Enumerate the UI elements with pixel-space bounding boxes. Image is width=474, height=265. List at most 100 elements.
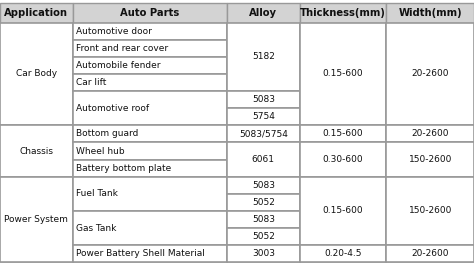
Text: Car Body: Car Body (16, 69, 57, 78)
Bar (0, 177, 73, 194)
Bar (0, 160, 73, 177)
Bar (386, 3, 474, 23)
Bar (73, 245, 227, 262)
Bar (73, 143, 227, 160)
Bar (227, 125, 300, 143)
Bar (0, 3, 73, 23)
Bar (227, 228, 300, 245)
Text: 20-2600: 20-2600 (411, 249, 449, 258)
Text: 0.15-600: 0.15-600 (323, 69, 364, 78)
Bar (386, 125, 474, 143)
Bar (73, 91, 227, 108)
Text: 20-2600: 20-2600 (411, 129, 449, 138)
Bar (227, 23, 300, 40)
Text: Front and rear cover: Front and rear cover (76, 44, 168, 53)
Bar (0, 194, 73, 211)
Bar (386, 74, 474, 91)
Bar (300, 23, 386, 40)
Bar (386, 177, 474, 245)
Text: Automobile fender: Automobile fender (76, 61, 161, 70)
Bar (0, 211, 73, 228)
Text: 5182: 5182 (252, 52, 275, 61)
Text: Alloy: Alloy (249, 8, 277, 17)
Text: Power System: Power System (4, 215, 68, 224)
Bar (300, 143, 386, 160)
Text: 0.15-600: 0.15-600 (323, 129, 364, 138)
Text: 0.15-600: 0.15-600 (323, 206, 364, 215)
Bar (386, 40, 474, 57)
Bar (73, 125, 227, 143)
Bar (386, 23, 474, 40)
Text: 5754: 5754 (252, 112, 275, 121)
Text: 3003: 3003 (252, 249, 275, 258)
Bar (227, 160, 300, 177)
Text: Auto Parts: Auto Parts (120, 8, 179, 17)
Bar (386, 177, 474, 194)
Bar (300, 23, 386, 125)
Text: 5052: 5052 (252, 198, 275, 207)
Bar (386, 245, 474, 262)
Bar (73, 211, 227, 228)
Bar (227, 194, 300, 211)
Bar (73, 125, 227, 143)
Bar (300, 74, 386, 91)
Text: Bottom guard: Bottom guard (76, 129, 139, 138)
Bar (386, 91, 474, 108)
Bar (73, 245, 227, 262)
Bar (300, 108, 386, 125)
Bar (0, 108, 73, 125)
Bar (227, 74, 300, 91)
Bar (227, 211, 300, 228)
Bar (0, 23, 73, 125)
Bar (73, 177, 227, 211)
Bar (73, 91, 227, 125)
Bar (0, 74, 73, 91)
Bar (300, 228, 386, 245)
Bar (227, 23, 300, 91)
Text: Automotive door: Automotive door (76, 26, 152, 36)
Bar (0, 23, 73, 40)
Bar (227, 143, 300, 177)
Bar (300, 245, 386, 262)
Bar (386, 160, 474, 177)
Text: 0.20-4.5: 0.20-4.5 (324, 249, 362, 258)
Bar (300, 91, 386, 108)
Bar (73, 194, 227, 211)
Bar (73, 57, 227, 74)
Bar (300, 160, 386, 177)
Bar (386, 211, 474, 228)
Bar (73, 74, 227, 91)
Bar (73, 23, 227, 40)
Bar (227, 125, 300, 143)
Bar (386, 228, 474, 245)
Bar (386, 143, 474, 160)
Bar (227, 57, 300, 74)
Bar (73, 211, 227, 245)
Bar (300, 211, 386, 228)
Bar (73, 108, 227, 125)
Text: Automotive roof: Automotive roof (76, 104, 149, 113)
Bar (73, 23, 227, 40)
Bar (300, 3, 386, 23)
Bar (0, 177, 73, 262)
Text: Width(mm): Width(mm) (398, 8, 462, 17)
Bar (227, 211, 300, 228)
Bar (227, 40, 300, 57)
Bar (300, 143, 386, 177)
Bar (73, 160, 227, 177)
Bar (0, 245, 73, 262)
Bar (300, 40, 386, 57)
Bar (300, 125, 386, 143)
Bar (300, 177, 386, 194)
Bar (0, 125, 73, 177)
Text: 20-2600: 20-2600 (411, 69, 449, 78)
Bar (0, 228, 73, 245)
Bar (300, 125, 386, 143)
Bar (73, 177, 227, 194)
Text: 0.30-600: 0.30-600 (323, 155, 364, 164)
Bar (0, 125, 73, 143)
Bar (227, 177, 300, 194)
Bar (227, 143, 300, 160)
Bar (227, 108, 300, 125)
Text: 5083/5754: 5083/5754 (239, 129, 288, 138)
